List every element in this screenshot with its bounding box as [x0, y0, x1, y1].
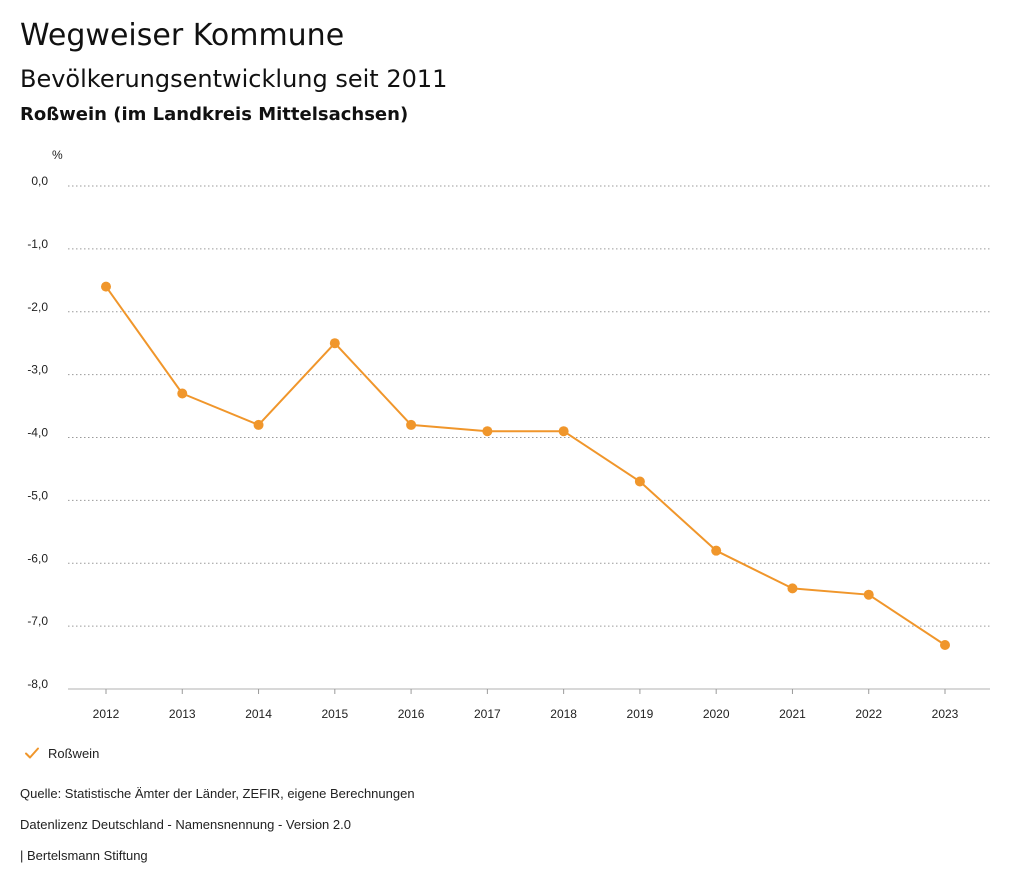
y-axis-ticks: 0,0 -1,0 -2,0 -3,0 -4,0 -5,0 -6,0 -7,0 -8,0: [27, 174, 48, 691]
y-tick-label: -3,0: [27, 363, 48, 377]
x-tick-label: 2016: [398, 707, 425, 721]
x-tick-label: 2017: [474, 707, 501, 721]
line-chart: % 0,0 -1,0 -2,0 -3,0 -4,0 -5,0 -6,0 -7,0 -8,0 20…: [27, 148, 990, 721]
y-tick-label: -1,0: [27, 237, 48, 251]
y-tick-label: -5,0: [27, 488, 48, 502]
data-point[interactable]: [329, 338, 340, 349]
x-tick-label: 2019: [627, 707, 654, 721]
x-tick-label: 2018: [550, 707, 577, 721]
y-tick-label: -4,0: [27, 426, 48, 440]
x-tick-label: 2012: [93, 707, 120, 721]
checkmark-icon: [25, 747, 39, 759]
chart-subtitle: Bevölkerungsentwicklung seit 2011: [20, 65, 448, 93]
series-line: [105, 286, 946, 646]
x-tick-label: 2022: [855, 707, 882, 721]
data-point[interactable]: [863, 589, 874, 600]
y-tick-label: -8,0: [27, 677, 48, 691]
data-point[interactable]: [634, 476, 645, 487]
legend[interactable]: Roßwein: [24, 745, 99, 761]
y-tick-label: -2,0: [27, 300, 48, 314]
data-point[interactable]: [101, 281, 111, 292]
x-tick-label: 2023: [932, 707, 959, 721]
y-axis-unit-label: %: [52, 148, 63, 162]
data-point[interactable]: [711, 545, 722, 556]
series-rosswein: [101, 281, 950, 650]
x-tick-label: 2020: [703, 707, 730, 721]
data-point[interactable]: [558, 426, 569, 437]
x-tick-label: 2014: [245, 707, 272, 721]
data-point[interactable]: [177, 388, 188, 399]
data-point[interactable]: [253, 419, 264, 430]
data-point[interactable]: [406, 419, 417, 430]
data-point[interactable]: [482, 426, 493, 437]
legend-label: Roßwein: [48, 745, 100, 761]
region-label: Roßwein (im Landkreis Mittelsachsen): [20, 104, 409, 125]
y-tick-label: -7,0: [27, 614, 48, 628]
grid-lines: [68, 185, 990, 690]
y-tick-label: -6,0: [27, 551, 48, 565]
publisher-note: | Bertelsmann Stiftung: [20, 848, 148, 863]
data-point[interactable]: [787, 583, 798, 594]
y-tick-label: 0,0: [31, 174, 48, 188]
x-tick-label: 2015: [321, 707, 348, 721]
page-title: Wegweiser Kommune: [20, 18, 345, 53]
data-point[interactable]: [940, 639, 950, 650]
x-axis-ticks: 2012 2013 2014 2015 2016 2017 2018 2019 2020 2021…: [68, 688, 990, 721]
x-tick-label: 2021: [779, 707, 806, 721]
x-tick-label: 2013: [169, 707, 196, 721]
source-note: Quelle: Statistische Ämter der Länder, Z…: [20, 786, 415, 801]
license-note: Datenlizenz Deutschland - Namensnennung …: [20, 817, 351, 832]
